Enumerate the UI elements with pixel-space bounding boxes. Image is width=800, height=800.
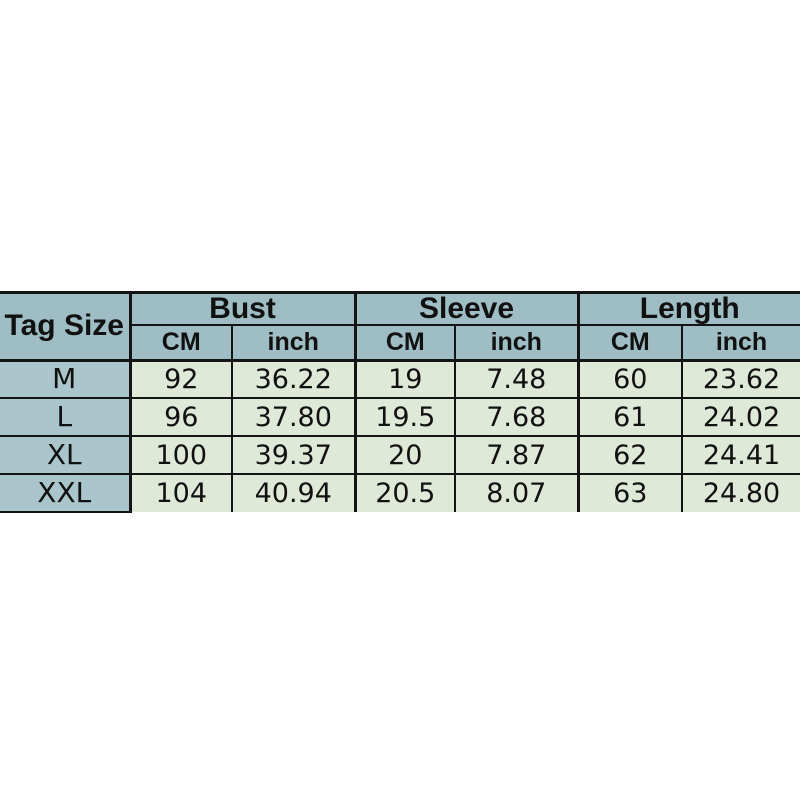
value-cell: 37.80	[230, 397, 357, 437]
size-row-xl: XL 100 39.37 20 7.87 62 24.41	[0, 435, 800, 475]
tag-cell: M	[0, 359, 131, 399]
value-cell: 24.41	[681, 435, 800, 475]
value-cell: 100	[128, 435, 233, 475]
size-row-xxl: XXL 104 40.94 20.5 8.07 63 24.80	[0, 473, 800, 513]
value-cell: 19.5	[353, 397, 457, 437]
unit-header-bust-cm: CM	[128, 324, 233, 362]
value-cell: 61	[576, 397, 684, 437]
size-chart-table: Tag Size Bust Sleeve Length CM inch CM i…	[0, 291, 800, 513]
value-cell: 36.22	[230, 359, 357, 399]
unit-header-length-cm: CM	[576, 324, 684, 362]
value-cell: 8.07	[454, 473, 580, 512]
value-cell: 24.02	[681, 397, 800, 437]
value-cell: 7.87	[454, 435, 580, 475]
value-cell: 92	[128, 359, 233, 399]
group-header-length: Length	[576, 291, 800, 326]
value-cell: 39.37	[230, 435, 357, 475]
value-cell: 19	[353, 359, 457, 399]
tag-cell: XXL	[0, 473, 131, 513]
value-cell: 62	[576, 435, 684, 475]
corner-header-cell: Tag Size	[0, 291, 131, 362]
value-cell: 60	[576, 359, 684, 399]
group-header-bust: Bust	[128, 291, 357, 326]
value-cell: 23.62	[681, 359, 800, 399]
value-cell: 7.68	[454, 397, 580, 437]
value-cell: 20.5	[353, 473, 457, 512]
tag-cell: XL	[0, 435, 131, 475]
value-cell: 104	[128, 473, 233, 512]
tag-cell: L	[0, 397, 131, 437]
unit-header-sleeve-cm: CM	[353, 324, 457, 362]
unit-header-bust-inch: inch	[230, 324, 357, 362]
value-cell: 96	[128, 397, 233, 437]
size-row-m: M 92 36.22 19 7.48 60 23.62	[0, 359, 800, 399]
size-row-l: L 96 37.80 19.5 7.68 61 24.02	[0, 397, 800, 437]
value-cell: 7.48	[454, 359, 580, 399]
value-cell: 20	[353, 435, 457, 475]
value-cell: 40.94	[230, 473, 357, 512]
unit-header-length-inch: inch	[681, 324, 800, 362]
unit-header-row: CM inch CM inch CM inch	[0, 324, 800, 362]
unit-header-sleeve-inch: inch	[454, 324, 580, 362]
group-header-row: Tag Size Bust Sleeve Length	[0, 291, 800, 362]
value-cell: 63	[576, 473, 684, 512]
group-header-sleeve: Sleeve	[353, 291, 580, 326]
value-cell: 24.80	[681, 473, 800, 512]
